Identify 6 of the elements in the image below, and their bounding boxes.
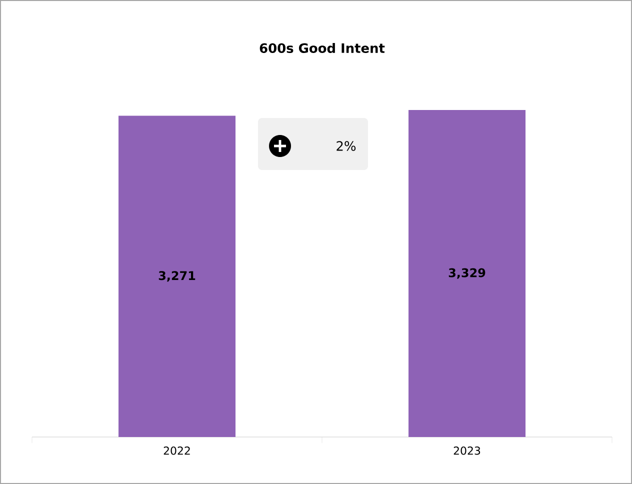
annotation: 2% <box>336 141 356 151</box>
x-tick-label: 2023 <box>454 446 480 455</box>
data-label: 3,271 <box>158 271 196 282</box>
data-label: 3,329 <box>448 268 486 279</box>
chart-title: 600s Good Intent <box>260 42 385 54</box>
x-tick-label: 2022 <box>164 446 190 455</box>
